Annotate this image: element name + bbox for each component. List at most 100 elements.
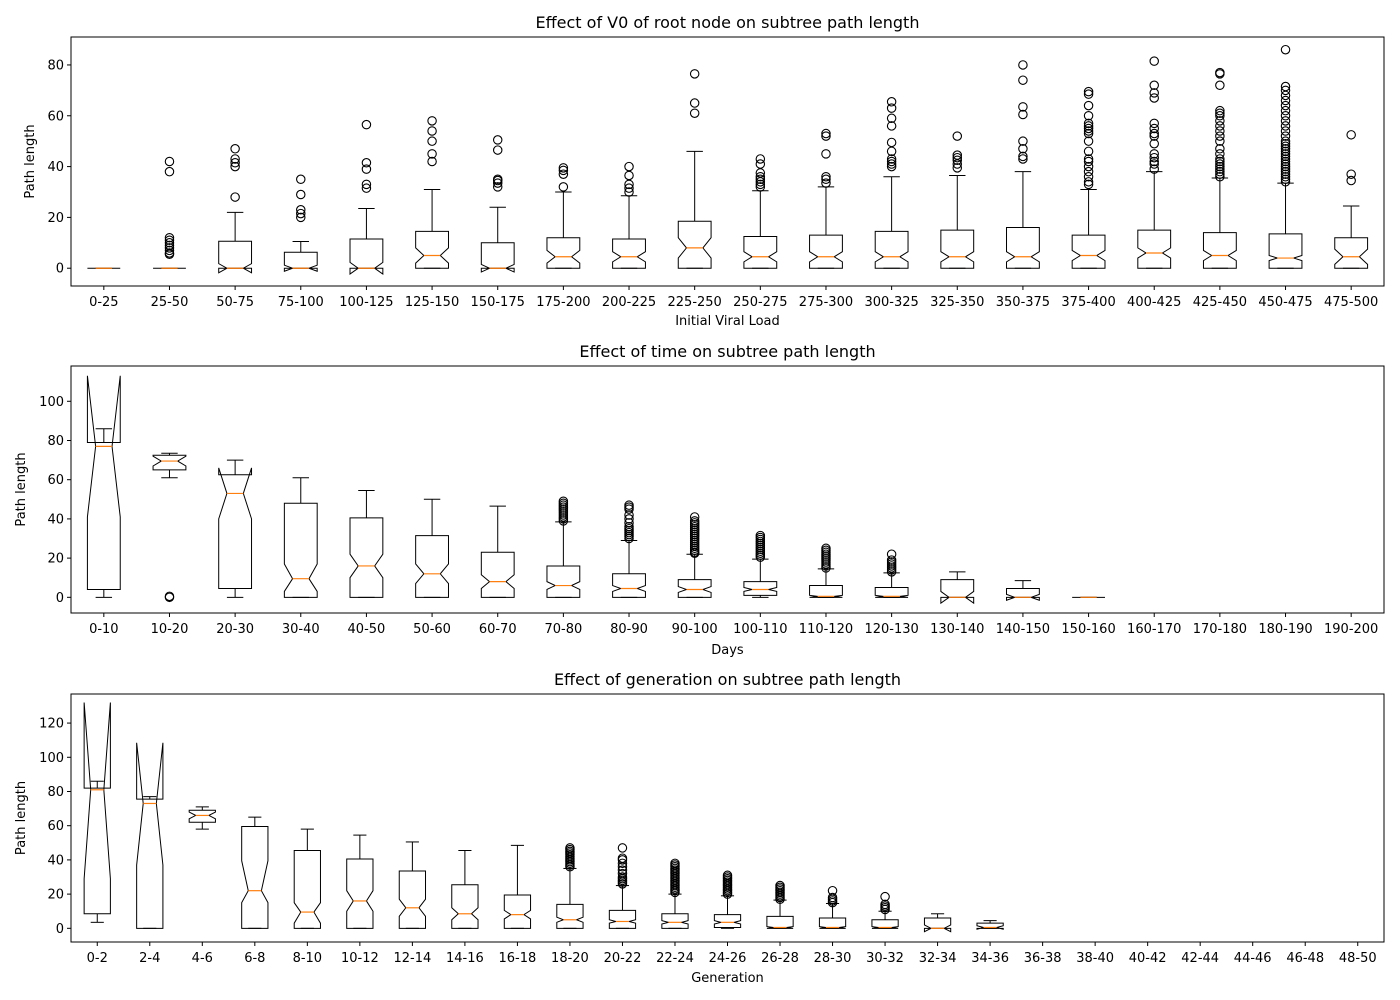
flier-point	[296, 205, 306, 215]
flier-point	[230, 192, 240, 202]
flier-point	[1215, 159, 1225, 169]
box-body	[677, 220, 712, 269]
y-tick-label: 80	[47, 785, 64, 800]
flier-point	[1280, 121, 1291, 131]
box-body	[713, 914, 742, 928]
flier-point	[230, 158, 240, 168]
flier-point	[689, 108, 700, 118]
y-tick-label: 40	[47, 160, 64, 175]
x-tick-label: 40-50	[348, 622, 386, 637]
flier-point	[361, 179, 372, 190]
flier-point	[886, 161, 897, 172]
box-body	[86, 375, 121, 590]
box-body	[818, 917, 847, 929]
flier-point	[1215, 169, 1225, 179]
flier-point	[670, 858, 680, 869]
flier-point	[1215, 161, 1225, 172]
flier-point	[1083, 100, 1094, 111]
flier-point	[886, 113, 897, 124]
x-tick-label: 110-120	[799, 622, 853, 637]
flier-point	[1280, 149, 1291, 159]
flier-point	[492, 135, 503, 145]
flier-point	[1149, 93, 1159, 103]
flier-point	[1149, 118, 1159, 129]
box-16-18	[503, 844, 532, 929]
flier-point	[624, 502, 634, 512]
flier-point	[1018, 109, 1028, 120]
x-tick-label: 60-70	[479, 622, 517, 637]
box-110-120	[809, 543, 843, 598]
box-175-200	[546, 163, 581, 269]
box-body	[546, 237, 581, 269]
flier-point	[880, 891, 890, 902]
flier-point	[755, 171, 766, 182]
flier-point	[1280, 164, 1291, 174]
flier-point	[1215, 166, 1225, 177]
box-90-100	[677, 512, 712, 598]
y-tick-label: 0	[56, 262, 64, 277]
flier-point	[1149, 156, 1159, 167]
x-tick-label: 225-250	[668, 295, 722, 310]
flier-point	[492, 145, 503, 155]
flier-point	[1280, 111, 1291, 121]
x-tick-label: 325-350	[930, 295, 984, 310]
box-25-50	[153, 156, 186, 269]
box-body	[415, 535, 449, 598]
flier-point	[1083, 177, 1094, 187]
box-body	[152, 454, 187, 471]
box-body	[546, 565, 581, 598]
flier-point	[164, 591, 175, 602]
box-4-6	[188, 806, 216, 830]
flier-point	[1149, 56, 1159, 66]
box-body	[451, 884, 479, 929]
x-tick-label: 150-160	[1061, 622, 1115, 637]
flier-point	[1280, 131, 1291, 141]
x-tick-label: 48-50	[1339, 951, 1377, 966]
box-body	[940, 579, 975, 605]
x-tick-label: 0-2	[87, 951, 108, 966]
flier-point	[624, 510, 634, 520]
flier-point	[361, 119, 372, 130]
flier-point	[1083, 166, 1094, 177]
box-body	[1334, 237, 1369, 269]
plot-frame	[70, 36, 1385, 287]
flier-point	[164, 240, 175, 251]
flier-point	[1083, 86, 1094, 97]
flier-point	[1083, 111, 1094, 121]
flier-point	[1346, 175, 1356, 186]
box-body	[612, 573, 646, 598]
box-26-28	[766, 880, 794, 929]
flier-point	[952, 150, 963, 160]
flier-point	[427, 149, 437, 159]
box-body	[283, 502, 318, 598]
y-tick-label: 100	[39, 751, 64, 766]
box-body	[612, 238, 646, 269]
x-tick-label: 6-8	[244, 951, 265, 966]
x-tick-label: 4-6	[192, 951, 213, 966]
flier-point	[1149, 149, 1159, 159]
flier-point	[722, 870, 733, 881]
flier-point	[821, 128, 831, 139]
x-tick-label: 30-32	[866, 951, 904, 966]
flier-point	[755, 530, 766, 541]
flier-point	[624, 161, 634, 172]
box-32-34	[923, 913, 952, 933]
box-body	[661, 913, 689, 929]
flier-point	[827, 885, 838, 896]
box-12-14	[398, 841, 427, 929]
x-tick-label: 10-20	[151, 622, 189, 637]
x-tick-label: 125-150	[405, 295, 459, 310]
flier-point	[230, 144, 240, 154]
flier-point	[624, 500, 634, 510]
box-200-225	[612, 161, 646, 269]
box-275-300	[809, 128, 843, 269]
box-100-125	[349, 119, 384, 276]
x-tick-label: 200-225	[602, 295, 656, 310]
flier-point	[1280, 151, 1291, 162]
x-tick-label: 28-30	[814, 951, 852, 966]
x-tick-label: 375-400	[1061, 295, 1115, 310]
flier-point	[886, 156, 897, 167]
flier-point	[164, 166, 175, 177]
box-body	[480, 551, 515, 598]
